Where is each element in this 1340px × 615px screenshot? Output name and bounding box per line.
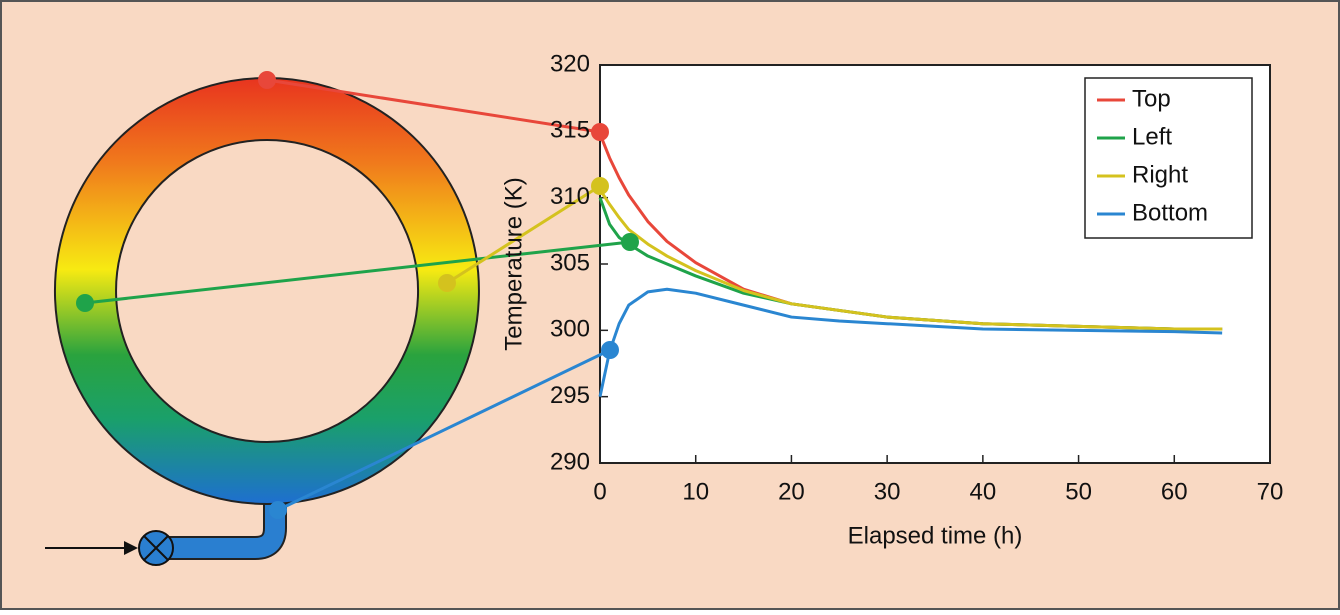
x-tick-label: 70 — [1257, 478, 1284, 505]
pipe-ring — [53, 77, 480, 505]
y-tick-label: 315 — [550, 117, 590, 144]
inlet-arrowhead — [124, 541, 138, 555]
x-tick-label: 10 — [682, 478, 709, 505]
probe-dot — [258, 71, 276, 89]
y-tick-label: 290 — [550, 448, 590, 475]
y-tick-label: 305 — [550, 249, 590, 276]
y-tick-label: 320 — [550, 50, 590, 77]
connector-bottom — [277, 348, 611, 512]
legend-label: Left — [1132, 123, 1172, 150]
x-axis-label: Elapsed time (h) — [848, 522, 1023, 549]
probe-dot — [269, 501, 287, 519]
connector-left — [84, 240, 631, 305]
x-tick-label: 20 — [778, 478, 805, 505]
legend-label: Bottom — [1132, 199, 1208, 226]
x-tick-label: 50 — [1065, 478, 1092, 505]
connectors — [76, 71, 639, 519]
y-tick-label: 295 — [550, 382, 590, 409]
legend-label: Right — [1132, 161, 1188, 188]
x-tick-label: 0 — [593, 478, 606, 505]
pipe — [160, 500, 285, 558]
probe-dot — [438, 274, 456, 292]
probe-dot — [591, 177, 609, 195]
legend-label: Top — [1132, 85, 1171, 112]
y-tick-label: 310 — [550, 183, 590, 210]
y-axis-label: Temperature (K) — [500, 177, 527, 350]
x-tick-label: 30 — [874, 478, 901, 505]
x-tick-label: 60 — [1161, 478, 1188, 505]
connector-top — [266, 78, 601, 134]
valve-cross — [143, 535, 169, 561]
connector-right — [446, 184, 601, 285]
probe-dot — [591, 123, 609, 141]
probe-dot — [76, 294, 94, 312]
probe-dot — [621, 233, 639, 251]
legend-box — [1084, 77, 1253, 239]
y-tick-label: 300 — [550, 316, 590, 343]
probe-dot — [601, 341, 619, 359]
x-tick-label: 40 — [970, 478, 997, 505]
series-line — [598, 287, 1223, 397]
series-line — [598, 188, 1223, 331]
